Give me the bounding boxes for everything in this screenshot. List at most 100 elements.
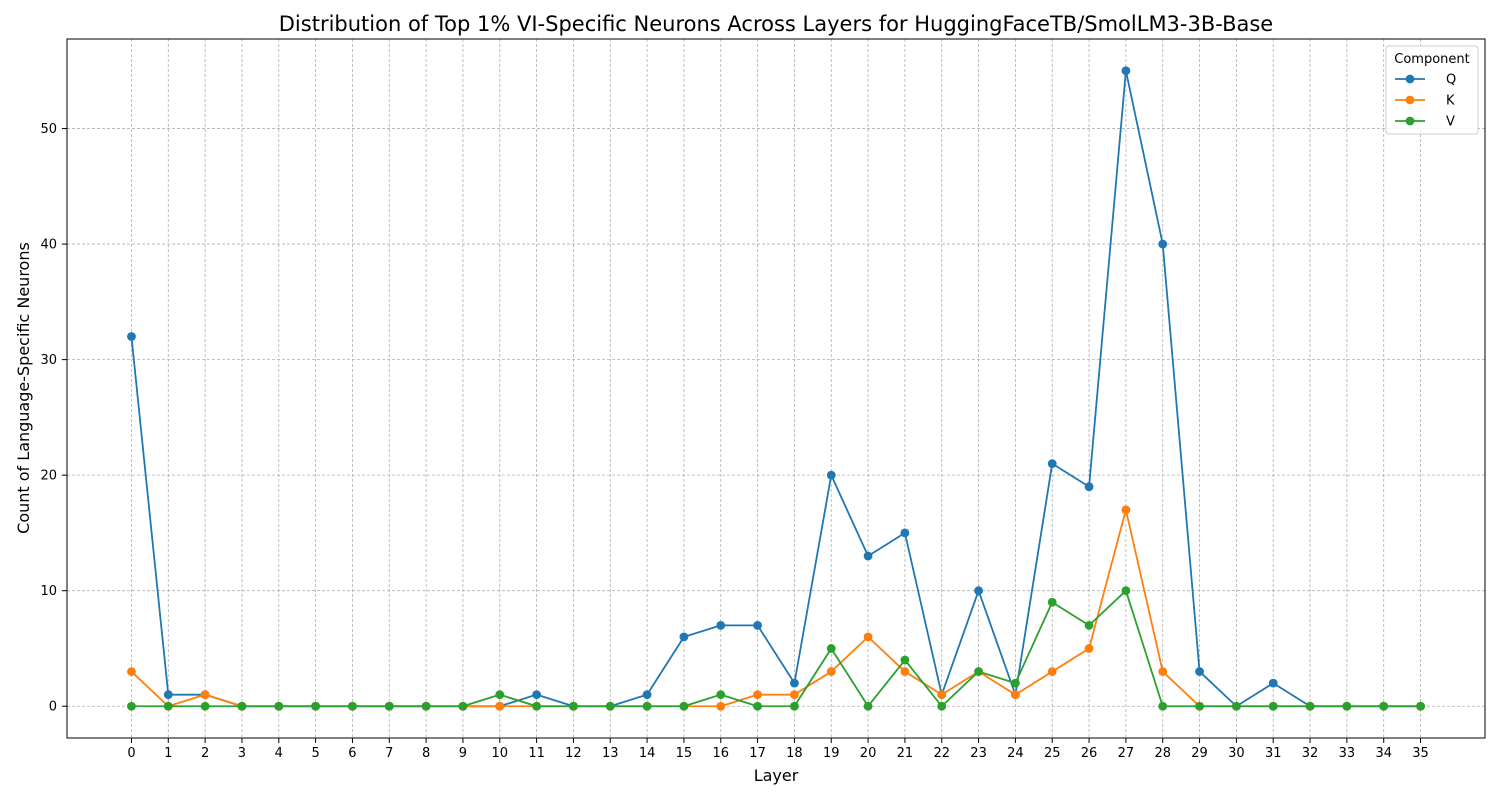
data-point-k [826, 667, 836, 676]
data-point-v [163, 701, 173, 711]
data-point-q [679, 632, 689, 642]
series-lines [127, 66, 1425, 711]
data-point-q [163, 690, 173, 700]
x-tick-label: 30 [1228, 746, 1245, 761]
data-point-v [1121, 586, 1131, 596]
x-tick-label: 10 [491, 746, 508, 761]
x-tick-label: 9 [459, 746, 467, 761]
data-point-q [1268, 678, 1278, 688]
x-tick-label: 3 [238, 746, 246, 761]
series-line-q [130, 69, 1421, 708]
x-tick-label: 8 [422, 746, 430, 761]
legend-box [1385, 45, 1479, 135]
data-point-q [1121, 66, 1131, 76]
x-tick-label: 13 [602, 746, 619, 761]
series-q [127, 66, 1425, 711]
data-point-v [1342, 701, 1352, 711]
data-point-v [826, 644, 836, 653]
x-tick-label: 35 [1412, 746, 1429, 761]
legend-entry-k: K [1395, 94, 1455, 109]
x-tick-label: 24 [1007, 746, 1024, 761]
x-tick-label: 20 [860, 746, 877, 761]
x-tick-label: 18 [786, 746, 803, 761]
data-point-k [1158, 667, 1168, 676]
x-tick-label: 14 [639, 746, 656, 761]
data-point-v [274, 701, 284, 711]
data-point-v [127, 701, 136, 711]
data-point-v [200, 701, 210, 711]
x-tick-label: 2 [201, 746, 209, 761]
x-tick-label: 29 [1191, 746, 1208, 761]
x-axis-label: Layer [754, 766, 799, 785]
x-tick-label: 5 [311, 746, 319, 761]
data-point-k [863, 632, 873, 642]
data-point-v [495, 690, 505, 700]
data-point-v [863, 701, 873, 711]
x-tick-label: 17 [749, 746, 766, 761]
data-point-k [1011, 690, 1020, 700]
data-point-k [716, 701, 726, 711]
data-point-q [863, 551, 873, 561]
x-tick-label: 25 [1044, 746, 1061, 761]
data-point-v [348, 701, 357, 711]
data-point-q [790, 678, 799, 688]
x-axis-ticks: 0 1 2 3 4 5 6 7 8 9 10 11 12 13 14 15 16 17 18 19 20 21 22 23 24… [127, 738, 1429, 761]
x-tick-label: 34 [1375, 746, 1392, 761]
x-tick-label: 12 [565, 746, 582, 761]
data-point-v [716, 690, 726, 700]
data-point-k [900, 667, 910, 676]
data-point-q [900, 528, 910, 538]
data-point-q [1047, 459, 1057, 468]
data-point-q [1158, 239, 1168, 249]
data-point-v [384, 701, 394, 711]
data-point-k [1084, 644, 1094, 653]
data-point-k [495, 701, 505, 711]
x-tick-label: 33 [1339, 746, 1356, 761]
legend-label-v: V [1446, 115, 1455, 130]
data-point-v [900, 655, 910, 665]
x-tick-label: 23 [970, 746, 987, 761]
data-point-v [569, 701, 578, 711]
x-tick-label: 11 [528, 746, 545, 761]
data-point-v [1268, 701, 1278, 711]
data-point-v [237, 701, 247, 711]
data-point-v [1158, 701, 1168, 711]
legend-title: Component [1394, 52, 1469, 67]
series-line-v [131, 589, 1421, 708]
data-point-v [679, 701, 689, 711]
legend-label-q: Q [1446, 73, 1456, 88]
data-point-v [1047, 597, 1057, 607]
data-point-q [532, 690, 541, 700]
data-point-k [200, 690, 210, 700]
data-point-v [1195, 701, 1204, 711]
y-tick-label: 20 [40, 469, 57, 484]
y-tick-label: 40 [40, 238, 57, 253]
chart-title: Distribution of Top 1% VI-Specific Neuro… [279, 12, 1273, 36]
data-point-v [1379, 701, 1389, 711]
x-tick-label: 4 [275, 746, 283, 761]
y-tick-label: 10 [40, 584, 57, 599]
x-tick-label: 22 [933, 746, 950, 761]
data-point-q [974, 586, 983, 596]
data-point-q [826, 470, 836, 480]
data-point-q [127, 332, 136, 341]
y-axis-label: Count of Language-Specific Neurons [14, 242, 33, 534]
x-tick-label: 7 [385, 746, 393, 761]
data-point-v [1231, 701, 1241, 711]
y-axis-ticks: 0 10 20 30 40 50 [40, 122, 67, 715]
x-tick-label: 26 [1081, 746, 1098, 761]
data-point-v [421, 701, 431, 711]
x-tick-label: 32 [1302, 746, 1319, 761]
x-tick-label: 19 [823, 746, 840, 761]
x-tick-label: 6 [348, 746, 356, 761]
data-point-v [753, 701, 762, 711]
legend-swatch-marker [1405, 95, 1415, 105]
data-point-v [458, 701, 468, 711]
series-v [127, 586, 1425, 711]
x-tick-label: 28 [1154, 746, 1171, 761]
data-point-v [1416, 701, 1425, 711]
legend-label-k: K [1446, 94, 1455, 109]
data-point-k [790, 690, 799, 700]
grid [67, 39, 1485, 738]
